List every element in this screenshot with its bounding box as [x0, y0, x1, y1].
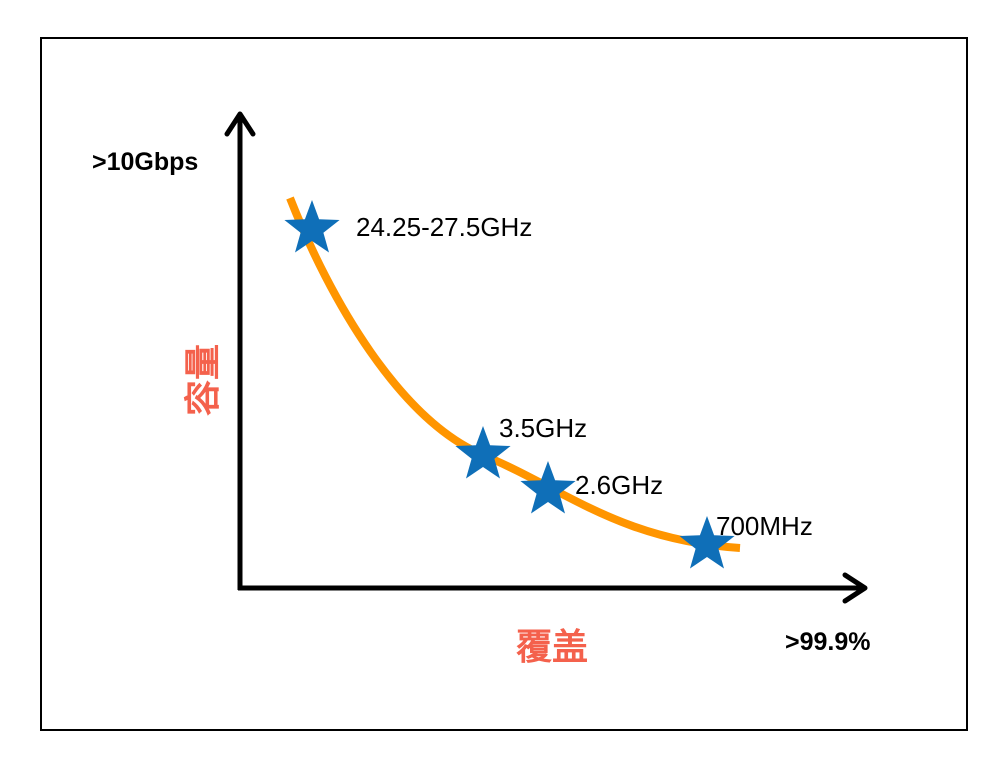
y-axis-max-label: >10Gbps — [92, 148, 199, 176]
star-icon — [284, 200, 340, 253]
star-icon — [679, 516, 735, 569]
star-icon — [455, 426, 511, 479]
y-axis-arrow-icon — [224, 111, 256, 137]
point-label: 700MHz — [716, 511, 813, 541]
point-label: 3.5GHz — [499, 413, 588, 443]
x-axis-label: 覆盖 — [516, 627, 589, 668]
x-axis-max-label: >99.9% — [785, 628, 871, 656]
point-label: 24.25-27.5GHz — [356, 212, 533, 242]
diagram-frame — [40, 37, 968, 731]
point-label: 2.6GHz — [575, 470, 664, 500]
x-axis-arrow-icon — [842, 572, 868, 604]
y-axis-label: 容量 — [183, 344, 224, 417]
star-icon — [520, 461, 576, 514]
tradeoff-curve — [286, 196, 741, 552]
